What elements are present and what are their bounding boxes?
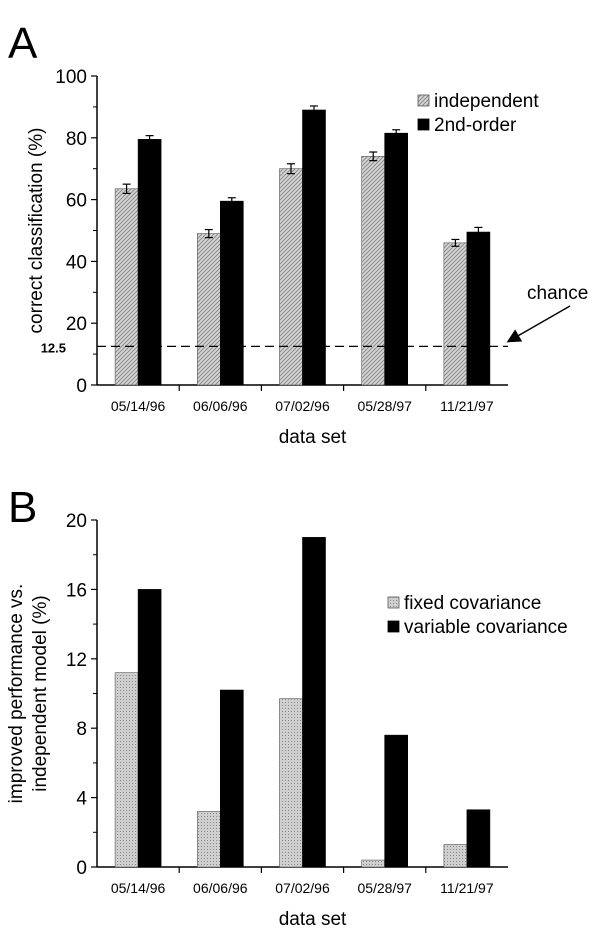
legend-swatch-independent [417,94,430,107]
bar-independent-4 [361,156,386,386]
panel-b-letter: B [8,483,37,532]
legend-label: fixed covariance [404,593,541,614]
y-tick-label: 60 [66,191,87,212]
x-tick-label: 05/14/96 [111,398,166,414]
legend-label: 2nd-order [434,115,517,136]
y-tick-label: 0 [76,376,87,397]
chance-annotation: chance [527,283,588,304]
bar-fixed-covariance-2 [197,811,221,868]
chance-arrow [506,305,571,343]
panel-a: 0 20 40 60 80 100 05/14/96 06/06/96 07/02/96 05/2… [26,67,588,448]
bar-independent-5 [443,242,468,386]
chance-tick-label: 12.5 [41,340,66,355]
y-tick-label: 20 [66,314,87,335]
y-axis-title: independent model (%) [30,595,51,791]
legend-label: variable covariance [404,617,568,638]
bar-fixed-covariance-3 [279,698,303,868]
bar-2nd-order-5 [466,231,491,386]
bar-2nd-order-2 [220,200,244,386]
x-tick-label: 05/14/96 [111,880,166,896]
panel-b: 0 4 8 12 16 20 05/14/96 06/06/96 07/02/96 05/28/9… [6,511,568,930]
y-tick-label: 16 [66,580,87,601]
bar-independent-2 [197,233,221,386]
y-tick-label: 80 [66,129,87,150]
x-tick-label: 06/06/96 [193,880,248,896]
y-tick-label: 40 [66,252,87,273]
y-tick-label: 20 [66,511,87,532]
bar-variable-covariance-5 [466,809,491,868]
bar-variable-covariance-1 [137,589,162,868]
y-tick-label: 4 [76,789,87,810]
y-tick-label: 100 [55,67,87,88]
legend-swatch-variable-covariance [387,620,400,633]
y-axis-title: correct classification (%) [26,128,47,334]
bar-fixed-covariance-1 [114,672,139,868]
legend-label: independent [434,91,539,112]
x-tick-label: 05/28/97 [357,398,412,414]
bar-variable-covariance-2 [220,689,244,868]
legend-swatch-fixed-covariance [387,596,400,609]
bar-fixed-covariance-5 [443,844,468,868]
x-tick-label: 05/28/97 [357,880,412,896]
legend-swatch-2nd-order [417,118,430,131]
x-tick-label: 07/02/96 [275,880,330,896]
x-axis-title: data set [279,909,347,930]
x-tick-label: 06/06/96 [193,398,248,414]
bar-independent-3 [279,168,303,386]
bar-2nd-order-3 [302,109,326,386]
y-tick-label: 0 [76,858,87,879]
x-axis-title: data set [279,427,347,448]
y-axis-title: improved performance vs. [6,584,27,804]
panel-a-letter: A [8,19,38,68]
y-tick-label: 8 [76,719,87,740]
bar-variable-covariance-3 [302,537,326,868]
x-tick-label: 07/02/96 [275,398,330,414]
bar-2nd-order-4 [384,132,409,386]
bar-variable-covariance-4 [384,734,409,868]
bar-independent-1 [114,188,139,386]
y-tick-label: 12 [66,650,87,671]
x-tick-label: 11/21/97 [440,398,494,414]
bar-2nd-order-1 [137,139,162,386]
x-tick-label: 11/21/97 [440,880,494,896]
bar-fixed-covariance-4 [361,859,386,868]
